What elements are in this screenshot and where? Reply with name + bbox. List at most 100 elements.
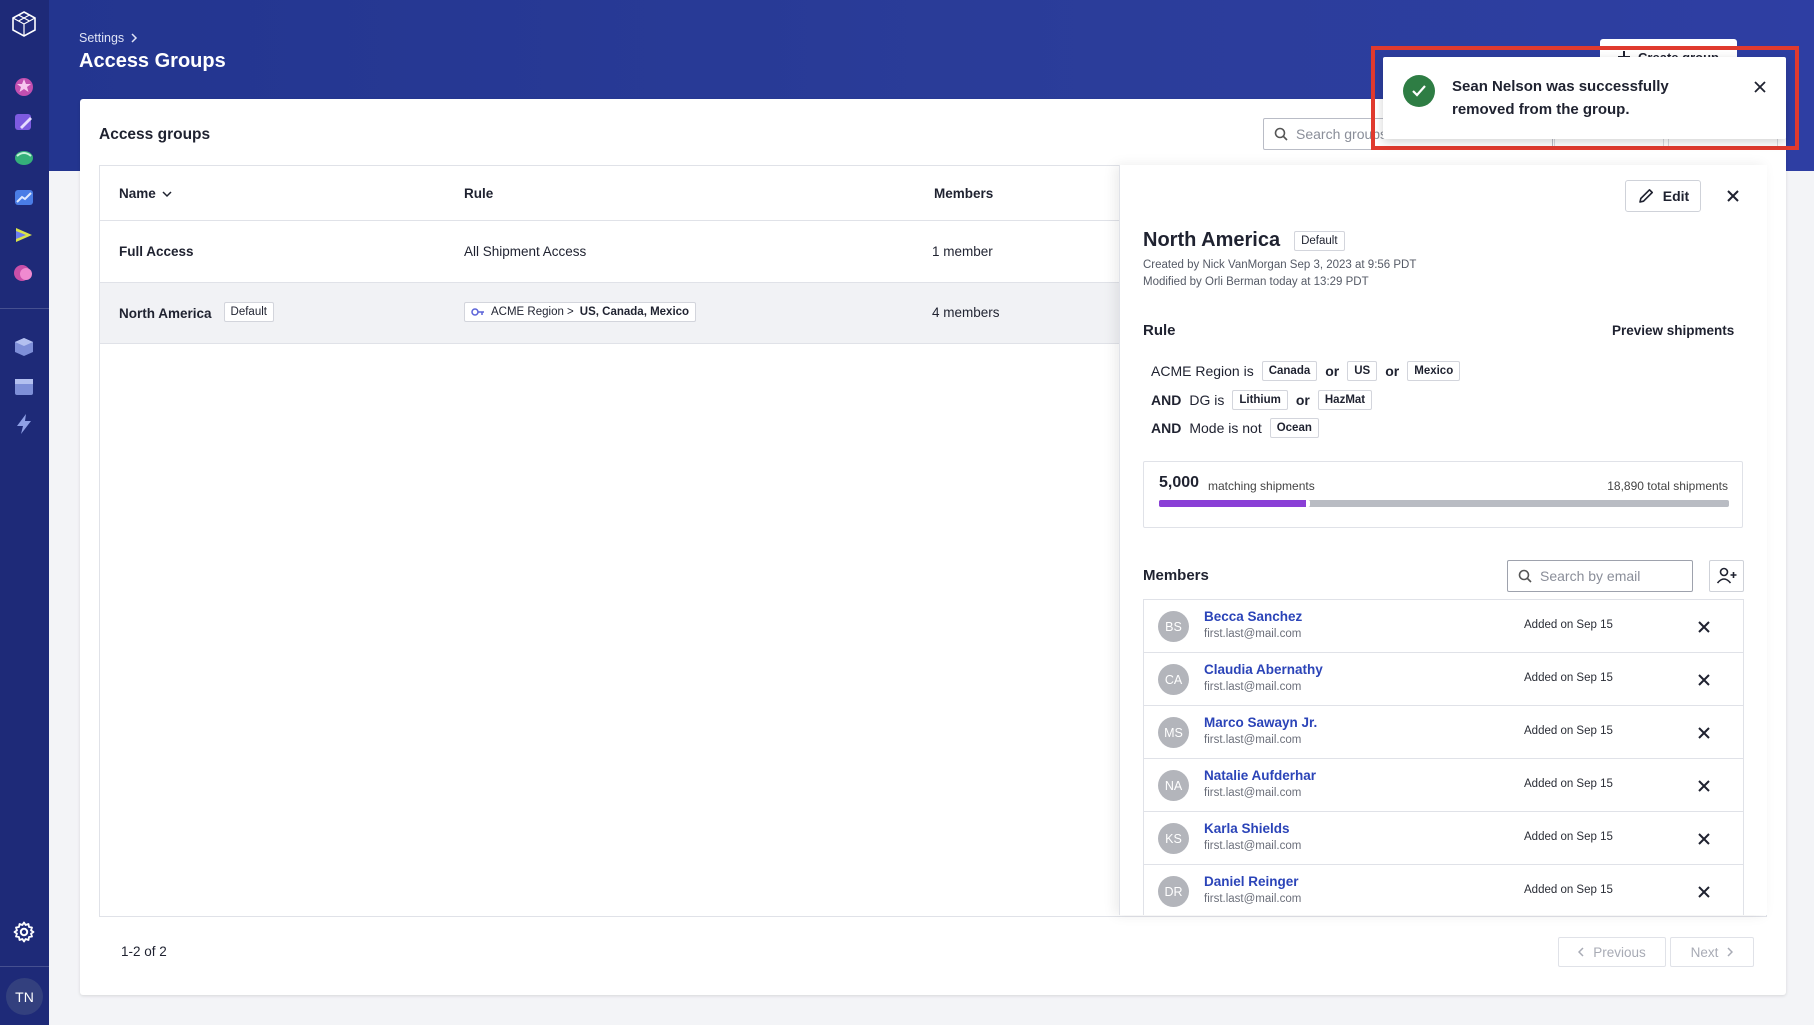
logo-icon[interactable] <box>10 10 38 38</box>
close-icon[interactable] <box>1753 80 1767 94</box>
box-icon[interactable] <box>10 333 38 361</box>
column-name-label: Name <box>119 186 156 201</box>
group-members: 1 member <box>932 244 993 259</box>
member-added-date: Added on Sep 15 <box>1524 884 1613 896</box>
pencil-icon <box>1638 189 1653 203</box>
check-circle-icon <box>1403 75 1435 107</box>
key-icon <box>471 308 484 316</box>
add-member-button[interactable] <box>1709 560 1744 592</box>
detail-title-row: North America Default <box>1143 229 1345 252</box>
group-detail-panel: Edit North America Default Created by Ni… <box>1119 165 1767 915</box>
settings-icon[interactable] <box>10 918 38 946</box>
column-name[interactable]: Name <box>119 186 172 201</box>
condition-value: Lithium <box>1232 390 1288 410</box>
column-members: Members <box>934 186 994 201</box>
member-name-link[interactable]: Karla Shields <box>1204 821 1290 836</box>
next-label: Next <box>1690 944 1719 960</box>
sidebar: TN <box>0 0 49 1025</box>
chart-icon[interactable] <box>10 183 38 211</box>
member-avatar: BS <box>1158 611 1189 642</box>
breadcrumb-settings[interactable]: Settings <box>79 31 125 45</box>
pen-icon[interactable] <box>10 108 38 136</box>
member-email: first.last@mail.com <box>1204 893 1302 905</box>
group-rule: All Shipment Access <box>464 244 587 259</box>
rule-pill: ACME Region > US, Canada, Mexico <box>464 302 697 322</box>
member-email: first.last@mail.com <box>1204 840 1302 852</box>
member-avatar: KS <box>1158 823 1189 854</box>
condition-label: Mode is not <box>1189 420 1262 436</box>
remove-member-icon[interactable] <box>1697 885 1711 899</box>
close-icon[interactable] <box>1724 187 1742 205</box>
calendar-icon[interactable] <box>10 372 38 400</box>
rule-condition: ACME Region is Canada or US or Mexico <box>1151 361 1461 381</box>
table-row[interactable]: Full Access All Shipment Access 1 member <box>100 222 1766 283</box>
members-list: BS Becca Sanchez first.last@mail.com Added … <box>1143 599 1744 915</box>
previous-page-button[interactable]: Previous <box>1558 937 1666 967</box>
matching-label: matching shipments <box>1208 479 1315 493</box>
member-name-link[interactable]: Marco Sawayn Jr. <box>1204 715 1318 730</box>
preview-shipments-link[interactable]: Preview shipments <box>1612 323 1735 338</box>
condition-prefix: AND <box>1151 392 1182 408</box>
condition-value: Ocean <box>1269 418 1319 438</box>
condition-value: Mexico <box>1407 361 1461 381</box>
remove-member-icon[interactable] <box>1697 832 1711 846</box>
created-meta: Created by Nick VanMorgan Sep 3, 2023 at… <box>1143 259 1417 271</box>
column-rule: Rule <box>464 186 494 201</box>
member-search-placeholder: Search by email <box>1540 568 1641 584</box>
condition-value: US <box>1347 361 1378 381</box>
rule-condition: AND DG is Lithium or HazMat <box>1151 390 1373 410</box>
member-search-input[interactable]: Search by email <box>1507 560 1693 592</box>
next-page-button[interactable]: Next <box>1670 937 1754 967</box>
group-members: 4 members <box>932 305 1000 320</box>
member-added-date: Added on Sep 15 <box>1524 619 1613 631</box>
bolt-icon[interactable] <box>10 410 38 438</box>
member-email: first.last@mail.com <box>1204 787 1302 799</box>
chat-icon[interactable] <box>10 145 38 173</box>
rule-heading: Rule <box>1143 322 1176 339</box>
member-name-link[interactable]: Claudia Abernathy <box>1204 662 1323 677</box>
matching-progress-fill <box>1159 500 1311 507</box>
edit-button[interactable]: Edit <box>1625 180 1701 212</box>
sidebar-divider <box>0 308 49 309</box>
member-avatar: DR <box>1158 876 1189 907</box>
members-heading: Members <box>1143 567 1209 584</box>
total-shipments: 18,890 total shipments <box>1607 479 1728 493</box>
rule-prefix: ACME Region > <box>491 306 574 318</box>
flag-icon[interactable] <box>10 221 38 249</box>
breadcrumb: Settings <box>79 31 138 45</box>
member-added-date: Added on Sep 15 <box>1524 725 1613 737</box>
member-row: DR Daniel Reinger first.last@mail.com Added… <box>1144 865 1743 915</box>
member-name-link[interactable]: Natalie Aufderhar <box>1204 768 1317 783</box>
add-user-icon <box>1716 567 1736 584</box>
member-email: first.last@mail.com <box>1204 628 1302 640</box>
member-row: NA Natalie Aufderhar first.last@mail.com Ad… <box>1144 759 1743 812</box>
member-row: KS Karla Shields first.last@mail.com Added … <box>1144 812 1743 865</box>
member-row: CA Claudia Abernathy first.last@mail.com Ad… <box>1144 653 1743 706</box>
remove-member-icon[interactable] <box>1697 673 1711 687</box>
shipment-stats: 5,000 matching shipments 18,890 total sh… <box>1143 461 1743 528</box>
member-name-link[interactable]: Daniel Reinger <box>1204 874 1299 889</box>
edit-label: Edit <box>1662 188 1690 204</box>
condition-joiner: or <box>1295 392 1310 408</box>
group-name: Full Access <box>119 244 194 259</box>
search-groups-placeholder: Search groups <box>1296 126 1388 142</box>
previous-label: Previous <box>1593 944 1646 960</box>
default-badge: Default <box>1294 230 1345 251</box>
condition-label: DG is <box>1189 392 1225 408</box>
member-email: first.last@mail.com <box>1204 681 1302 693</box>
modified-meta: Modified by Orli Berman today at 13:29 P… <box>1143 276 1369 288</box>
remove-member-icon[interactable] <box>1697 620 1711 634</box>
group-rule: ACME Region > US, Canada, Mexico <box>464 302 697 322</box>
star-icon[interactable] <box>10 72 38 100</box>
member-name-link[interactable]: Becca Sanchez <box>1204 609 1303 624</box>
page-title: Access Groups <box>79 50 226 72</box>
user-avatar[interactable]: TN <box>6 978 43 1015</box>
coin-icon[interactable] <box>10 259 38 287</box>
pagination-range: 1-2 of 2 <box>121 944 167 959</box>
rule-condition: AND Mode is not Ocean <box>1151 418 1319 438</box>
condition-value: Canada <box>1261 361 1318 381</box>
condition-prefix: AND <box>1151 420 1182 436</box>
remove-member-icon[interactable] <box>1697 726 1711 740</box>
remove-member-icon[interactable] <box>1697 779 1711 793</box>
card-title: Access groups <box>99 126 211 143</box>
